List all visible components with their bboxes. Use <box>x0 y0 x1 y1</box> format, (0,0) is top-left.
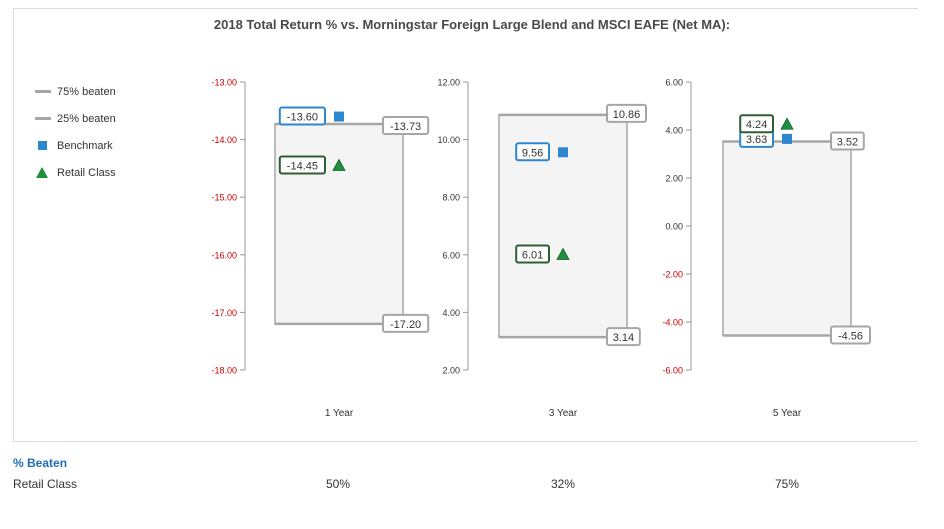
legend-label: 75% beaten <box>57 85 116 98</box>
y-tick-label: 0.00 <box>665 222 683 232</box>
top-value-label-box <box>606 103 647 123</box>
chart-1: -13.00 -14.00 -15.00 -16.00 -17.00 -18.00 -13.… <box>211 78 430 419</box>
y-tick-label: 4.00 <box>442 308 460 318</box>
retail-value-label: 4.24 <box>746 119 767 131</box>
x-label: 3 Year <box>549 408 578 419</box>
benchmark-value-label-box <box>515 142 551 162</box>
bottom-value-label-box <box>382 313 430 333</box>
bottom-value-label: 3.14 <box>613 332 634 344</box>
line-icon <box>35 90 51 93</box>
legend: 75% beaten 25% beaten Benchmark Retail C… <box>35 78 116 186</box>
top-value-label: 10.86 <box>613 109 641 121</box>
y-tick-label: 2.00 <box>442 366 460 376</box>
y-tick-label: -16.00 <box>211 250 237 260</box>
percent-beaten-5-year: 75% <box>774 477 800 491</box>
benchmark-marker <box>334 111 344 122</box>
legend-label: Retail Class <box>57 166 116 179</box>
y-tick-label: -2.00 <box>662 270 683 280</box>
square-icon <box>38 141 47 150</box>
top-value-label: 3.52 <box>837 137 858 149</box>
retail-value-label-box <box>515 244 551 264</box>
legend-item-retail-class: Retail Class <box>35 159 116 186</box>
bottom-value-label-box <box>830 325 871 345</box>
percent-beaten-1-year: 50% <box>325 477 351 491</box>
y-tick-label: -18.00 <box>211 366 237 376</box>
x-label: 5 Year <box>773 408 802 419</box>
percent-beaten-row-label: Retail Class <box>13 477 78 491</box>
y-tick-label: -4.00 <box>662 318 683 328</box>
chart-2: 12.00 10.00 8.00 6.00 4.00 2.00 10.86 3.14 9.56 6… <box>437 78 647 419</box>
chart-3: 6.00 4.00 2.00 0.00 -2.00 -4.00 -6.00 3.52 -4.56… <box>662 78 871 419</box>
y-tick-label: 6.00 <box>665 78 683 88</box>
retail-value-label-box <box>739 114 775 134</box>
retail-value-label: -14.45 <box>287 161 318 173</box>
triangle-icon <box>36 167 48 178</box>
legend-item-25-beaten: 25% beaten <box>35 105 116 132</box>
retail-value-label-box <box>278 155 326 175</box>
y-tick-label: 2.00 <box>665 174 683 184</box>
y-tick-label: -15.00 <box>211 193 237 203</box>
y-tick-label: -17.00 <box>211 308 237 318</box>
legend-label: Benchmark <box>57 139 113 152</box>
benchmark-value-label: -13.60 <box>287 112 318 124</box>
legend-item-benchmark: Benchmark <box>35 132 116 159</box>
benchmark-value-label-box <box>278 106 326 126</box>
bottom-value-label-box <box>606 327 641 347</box>
top-value-label: -13.73 <box>390 121 421 133</box>
retail-value-label: 6.01 <box>522 250 543 262</box>
benchmark-marker <box>558 147 568 158</box>
y-tick-label: -14.00 <box>211 135 237 145</box>
percent-beaten-heading: % Beaten <box>13 456 68 470</box>
top-value-label-box <box>830 131 865 151</box>
range-box <box>274 123 404 325</box>
benchmark-value-label: 3.63 <box>746 134 767 146</box>
y-tick-label: 6.00 <box>442 250 460 260</box>
y-tick-label: -13.00 <box>211 78 237 88</box>
top-value-label-box <box>382 116 430 136</box>
y-tick-label: 8.00 <box>442 193 460 203</box>
percent-beaten-3-year: 32% <box>550 477 576 491</box>
y-tick-label: 10.00 <box>437 135 460 145</box>
bottom-value-label: -4.56 <box>838 330 863 342</box>
chart-frame <box>13 8 918 442</box>
line-icon <box>35 117 51 120</box>
range-box <box>722 140 852 337</box>
legend-item-75-beaten: 75% beaten <box>35 78 116 105</box>
retail-marker <box>556 247 570 260</box>
y-tick-label: -6.00 <box>662 366 683 376</box>
bottom-value-label: -17.20 <box>390 319 421 331</box>
retail-marker <box>780 117 794 130</box>
benchmark-value-label: 9.56 <box>522 147 543 159</box>
y-tick-label: 4.00 <box>665 126 683 136</box>
retail-marker <box>332 158 346 171</box>
x-label: 1 Year <box>325 408 354 419</box>
legend-label: 25% beaten <box>57 112 116 125</box>
y-tick-label: 12.00 <box>437 78 460 88</box>
benchmark-marker <box>782 133 792 144</box>
chart-title: 2018 Total Return % vs. Morningstar Fore… <box>213 17 731 32</box>
